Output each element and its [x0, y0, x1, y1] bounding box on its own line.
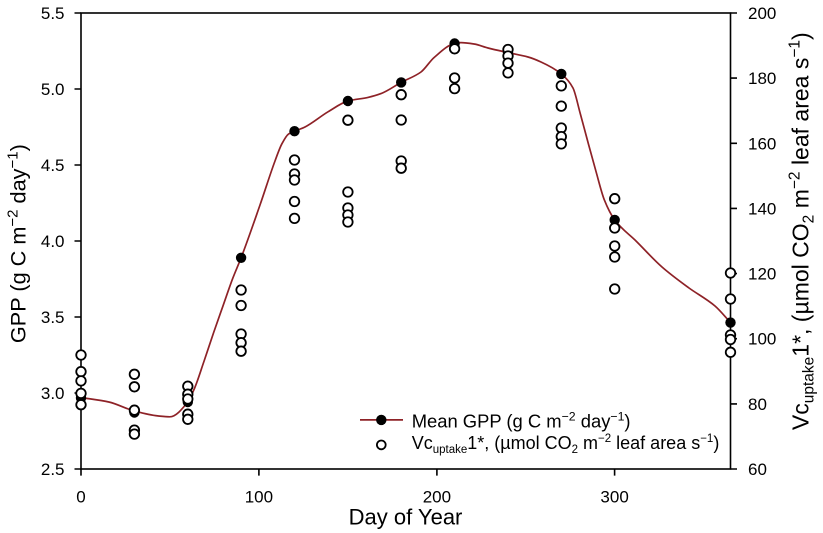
svg-text:5.5: 5.5	[41, 4, 65, 23]
svg-text:Mean GPP (g C m−2 day−1): Mean GPP (g C m−2 day−1)	[412, 410, 631, 432]
svg-text:GPP (g C m−2 day−1): GPP (g C m−2 day−1)	[5, 144, 31, 343]
svg-text:140: 140	[748, 199, 776, 218]
svg-text:5.0: 5.0	[41, 80, 65, 99]
svg-text:Vcuptake1*, (µmol CO2 m−2 leaf: Vcuptake1*, (µmol CO2 m−2 leaf area s−1)	[787, 32, 818, 430]
svg-text:100: 100	[748, 330, 776, 349]
svg-text:Vcuptake1*, (µmol CO2 m−2 leaf: Vcuptake1*, (µmol CO2 m−2 leaf area s−1)	[412, 433, 720, 456]
svg-text:180: 180	[748, 69, 776, 88]
svg-text:4.5: 4.5	[41, 156, 65, 175]
svg-text:80: 80	[748, 395, 767, 414]
svg-text:200: 200	[423, 487, 451, 506]
svg-text:300: 300	[600, 487, 628, 506]
svg-text:3.5: 3.5	[41, 308, 65, 327]
svg-text:100: 100	[245, 487, 273, 506]
svg-text:0: 0	[76, 487, 85, 506]
svg-text:3.0: 3.0	[41, 384, 65, 403]
svg-text:120: 120	[748, 265, 776, 284]
svg-text:160: 160	[748, 134, 776, 153]
svg-text:Day of Year: Day of Year	[349, 504, 463, 529]
svg-text:2.5: 2.5	[41, 460, 65, 479]
svg-text:200: 200	[748, 4, 776, 23]
svg-text:60: 60	[748, 460, 767, 479]
svg-text:4.0: 4.0	[41, 232, 65, 251]
